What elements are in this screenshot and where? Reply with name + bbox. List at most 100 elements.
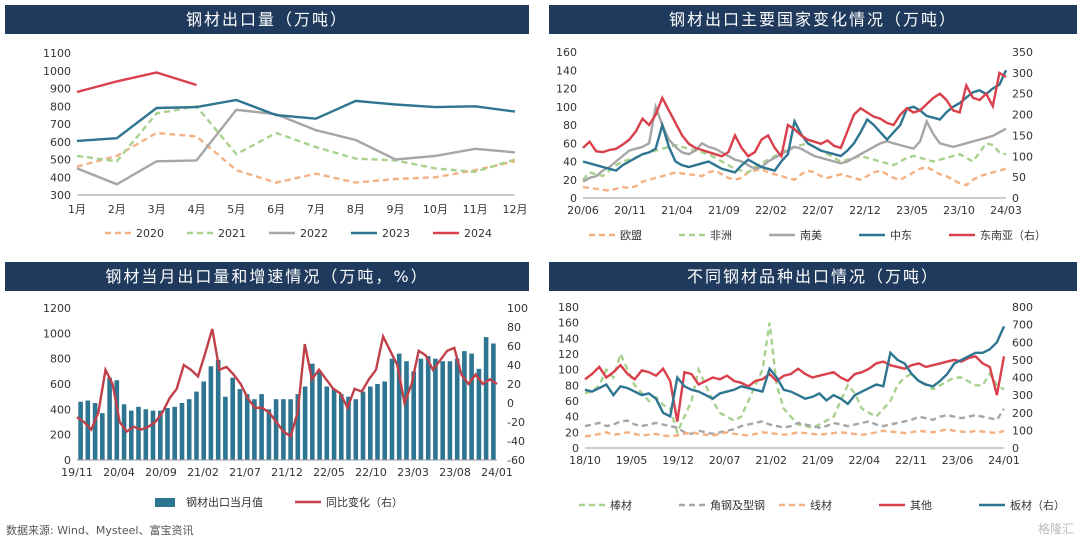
x-tick-label: 20/09 bbox=[145, 466, 177, 479]
legend-label: 2024 bbox=[464, 227, 492, 240]
y-left-tick-label: 80 bbox=[565, 379, 579, 392]
bar bbox=[339, 394, 344, 460]
legend-label: 东南亚（右） bbox=[980, 228, 1046, 242]
x-tick-label: 23/05 bbox=[896, 204, 928, 217]
legend-label: 南美 bbox=[800, 229, 822, 242]
x-tick-label: 22/05 bbox=[313, 466, 345, 479]
x-tick-label: 21/02 bbox=[187, 466, 219, 479]
bar bbox=[150, 410, 156, 460]
y-left-tick-label: 40 bbox=[565, 411, 579, 424]
bar bbox=[310, 363, 315, 460]
y-tick-label: 600 bbox=[50, 136, 71, 149]
y-left-tick-label: 200 bbox=[50, 429, 71, 442]
x-tick-label: 21/09 bbox=[708, 204, 740, 217]
y-tick-label: 300 bbox=[50, 189, 71, 202]
y-left-tick-label: 120 bbox=[558, 348, 579, 361]
y-tick-label: 700 bbox=[50, 118, 71, 131]
y-left-tick-label: 20 bbox=[563, 174, 577, 187]
y-left-tick-label: 60 bbox=[563, 137, 577, 150]
bar bbox=[78, 401, 83, 460]
legend-label: 棒材 bbox=[610, 498, 632, 512]
series-line bbox=[76, 131, 516, 184]
y-right-tick-label: 0 bbox=[1012, 442, 1019, 455]
y-right-tick-label: 400 bbox=[1012, 372, 1033, 385]
y-left-tick-label: 120 bbox=[556, 83, 577, 96]
y-right-tick-label: 150 bbox=[1012, 129, 1033, 142]
chart-svg-export-volume: 300 400 500 600 700 800 900 1000 1100 1月 2月 3月 4月 5月 6… bbox=[43, 47, 528, 240]
x-tick-label: 10月 bbox=[423, 203, 448, 216]
series-line bbox=[582, 69, 1008, 174]
y-left-tick-label: 1200 bbox=[43, 302, 71, 315]
bar bbox=[158, 410, 163, 460]
y-left-tick-label: 0 bbox=[570, 192, 577, 205]
x-tick-label: 24/01 bbox=[988, 454, 1020, 467]
y-tick-label: 500 bbox=[50, 154, 71, 167]
series-line bbox=[76, 108, 516, 186]
series-line bbox=[76, 328, 498, 439]
x-tick-label: 22/02 bbox=[755, 204, 787, 217]
bar bbox=[418, 358, 424, 460]
bar bbox=[100, 413, 105, 460]
bar bbox=[208, 366, 214, 460]
x-tick-label: 23/06 bbox=[942, 454, 974, 467]
series-line bbox=[582, 70, 1007, 160]
x-tick-label: 22/11 bbox=[895, 454, 927, 467]
x-tick-label: 18/10 bbox=[569, 454, 601, 467]
bar bbox=[288, 399, 293, 460]
y-left-tick-label: 180 bbox=[558, 301, 579, 314]
chart-svg-country-export: 0 20 40 60 80 100 120 140 160 0 50 100 150 200 250 300 3… bbox=[556, 46, 1046, 242]
y-right-tick-label: 20 bbox=[507, 378, 521, 391]
x-tick-label: 3月 bbox=[148, 203, 166, 216]
y-right-tick-label: 100 bbox=[1012, 424, 1033, 437]
x-tick-label: 5月 bbox=[227, 203, 245, 216]
bar bbox=[440, 361, 445, 460]
bar bbox=[237, 389, 243, 460]
bar bbox=[483, 337, 489, 460]
x-tick-label: 19/11 bbox=[61, 466, 93, 479]
bar bbox=[411, 371, 416, 460]
bar bbox=[186, 399, 192, 460]
x-tick-label: 23/08 bbox=[439, 466, 471, 479]
y-right-tick-label: -40 bbox=[507, 435, 525, 448]
legend-label: 角钢及型钢 bbox=[710, 498, 765, 512]
y-tick-label: 900 bbox=[50, 83, 71, 96]
y-left-tick-label: 800 bbox=[50, 353, 71, 366]
bar bbox=[368, 386, 373, 460]
series-line bbox=[584, 427, 1005, 438]
legend-label: 钢材出口当月值 bbox=[186, 495, 263, 509]
y-left-tick-label: 100 bbox=[556, 101, 577, 114]
x-tick-label: 22/04 bbox=[848, 454, 880, 467]
chart-title: 不同钢材品种出口情况（万吨） bbox=[549, 262, 1077, 291]
y-right-tick-label: 200 bbox=[1012, 407, 1033, 420]
bar bbox=[346, 396, 351, 460]
series-line bbox=[584, 354, 1006, 422]
chart-title: 钢材出口量（万吨） bbox=[5, 5, 529, 34]
bar bbox=[194, 391, 199, 460]
y-right-tick-label: 80 bbox=[507, 321, 521, 334]
bar bbox=[433, 358, 438, 460]
bar bbox=[230, 377, 235, 460]
bar bbox=[107, 377, 112, 460]
bar bbox=[462, 351, 467, 460]
x-tick-label: 21/04 bbox=[661, 204, 693, 217]
series-line bbox=[584, 325, 1006, 419]
legend-label: 同比变化（右） bbox=[326, 495, 403, 509]
y-right-tick-label: 300 bbox=[1012, 389, 1033, 402]
x-tick-label: 20/11 bbox=[614, 204, 646, 217]
y-left-tick-label: 140 bbox=[556, 64, 577, 77]
legend-label: 2021 bbox=[218, 227, 246, 240]
bar bbox=[215, 359, 221, 460]
bar bbox=[143, 409, 149, 460]
y-left-tick-label: 1000 bbox=[43, 327, 71, 340]
bar bbox=[201, 381, 206, 460]
x-tick-label: 6月 bbox=[267, 203, 285, 216]
y-left-tick-label: 80 bbox=[563, 119, 577, 132]
y-tick-label: 1000 bbox=[43, 65, 71, 78]
bar bbox=[404, 361, 409, 460]
bar bbox=[252, 399, 257, 460]
y-right-tick-label: 200 bbox=[1012, 109, 1033, 122]
bar bbox=[129, 410, 134, 460]
x-tick-label: 20/04 bbox=[103, 466, 135, 479]
y-right-tick-label: 50 bbox=[1012, 171, 1026, 184]
y-tick-label: 1100 bbox=[43, 47, 71, 60]
